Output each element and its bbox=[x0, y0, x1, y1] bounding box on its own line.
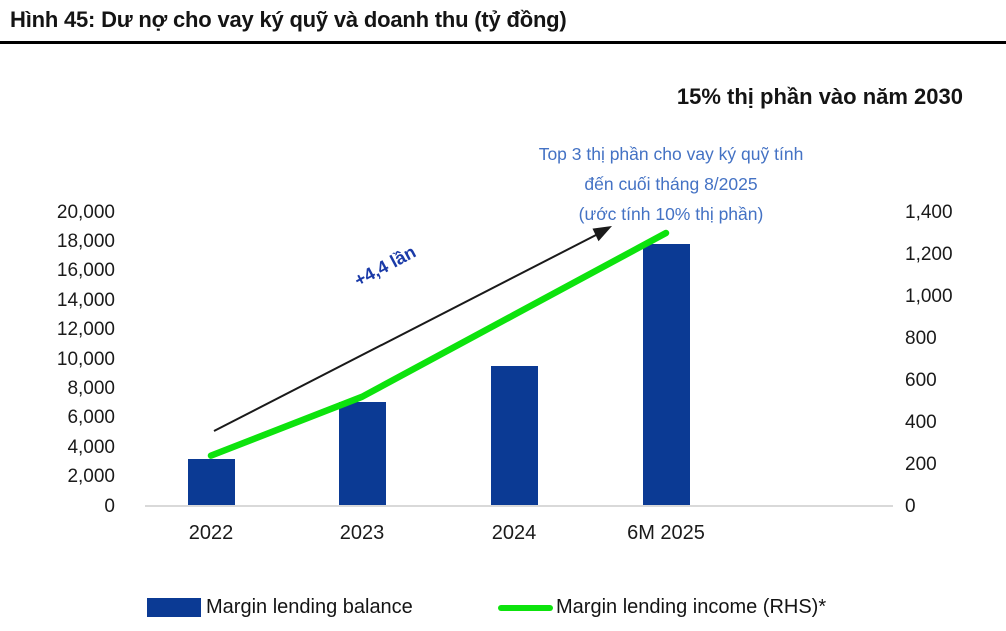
y-axis-left-tick: 2,000 bbox=[67, 466, 115, 488]
market-share-note: Top 3 thị phần cho vay ký quỹ tính đến c… bbox=[471, 139, 871, 229]
legend-swatch-line bbox=[498, 605, 553, 611]
y-axis-right-tick: 1,400 bbox=[905, 201, 953, 223]
page-title: Hình 45: Dư nợ cho vay ký quỹ và doanh t… bbox=[10, 7, 567, 32]
y-axis-left-tick: 12,000 bbox=[56, 319, 115, 341]
bar-6m-2025 bbox=[642, 244, 690, 506]
bar-2024 bbox=[490, 366, 538, 506]
y-axis-left-tick: 6,000 bbox=[67, 407, 115, 429]
y-axis-right-tick: 1,200 bbox=[905, 243, 953, 265]
y-axis-right-tick: 200 bbox=[905, 453, 937, 475]
x-axis-label-2022: 2022 bbox=[188, 522, 234, 544]
y-axis-left-tick: 14,000 bbox=[56, 289, 115, 311]
x-axis-line bbox=[145, 505, 893, 507]
bar-2023 bbox=[338, 401, 386, 506]
y-axis-right-tick: 0 bbox=[905, 495, 916, 517]
market-share-note-line1: Top 3 thị phần cho vay ký quỹ tính bbox=[538, 144, 804, 164]
y-axis-left-tick: 20,000 bbox=[56, 201, 115, 223]
y-axis-right-tick: 1,000 bbox=[905, 285, 953, 307]
market-share-note-line3: (ước tính 10% thị phần) bbox=[578, 204, 764, 224]
y-axis-left-tick: 18,000 bbox=[56, 230, 115, 252]
y-axis-right-tick: 400 bbox=[905, 411, 937, 433]
legend-swatch-bar bbox=[147, 598, 201, 617]
y-axis-right-tick: 800 bbox=[905, 327, 937, 349]
bar-2022 bbox=[187, 458, 235, 506]
growth-multiple-label: +4,4 lần bbox=[350, 241, 420, 291]
title-underline bbox=[0, 41, 1006, 44]
y-axis-left-tick: 10,000 bbox=[56, 348, 115, 370]
y-axis-left-tick: 16,000 bbox=[56, 260, 115, 282]
margin-lending-income-line bbox=[207, 229, 670, 459]
legend-label-balance: Margin lending balance bbox=[206, 596, 413, 618]
x-axis-label-6m-2025: 6M 2025 bbox=[627, 522, 705, 544]
y-axis-right-tick: 600 bbox=[905, 369, 937, 391]
legend-label-income: Margin lending income (RHS)* bbox=[556, 596, 827, 618]
y-axis-left-tick: 8,000 bbox=[67, 377, 115, 399]
x-axis-label-2024: 2024 bbox=[491, 522, 537, 544]
chart-subtitle-target-2030: 15% thị phần vào năm 2030 bbox=[676, 84, 963, 109]
market-share-note-line2: đến cuối tháng 8/2025 bbox=[584, 174, 758, 194]
y-axis-left-tick: 4,000 bbox=[67, 436, 115, 458]
x-axis-label-2023: 2023 bbox=[339, 522, 385, 544]
y-axis-left-tick: 0 bbox=[104, 495, 115, 517]
